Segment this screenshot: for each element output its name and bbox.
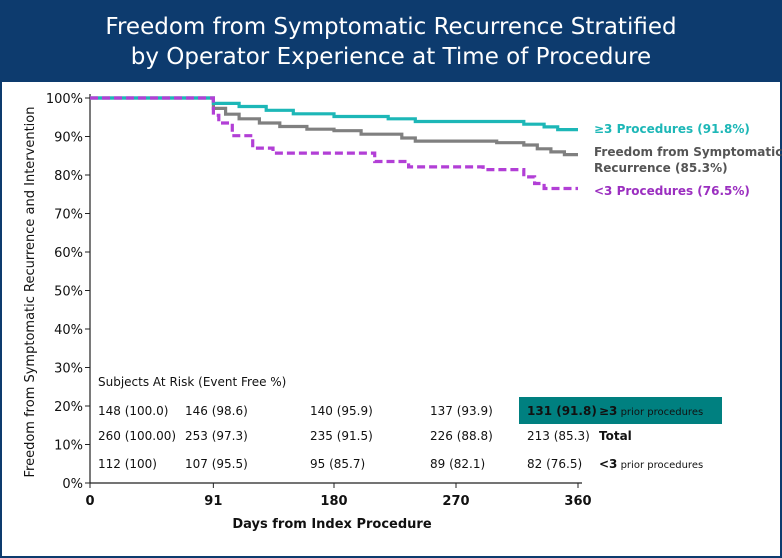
y-tick-label: 80% bbox=[54, 169, 83, 184]
y-tick-label: 10% bbox=[54, 439, 83, 454]
y-tick-label: 30% bbox=[54, 362, 83, 377]
risk-table-heading: Subjects At Risk (Event Free %) bbox=[98, 375, 286, 389]
series-end-label: ≥3 Procedures (91.8%) bbox=[594, 122, 750, 136]
y-tick-label: 40% bbox=[54, 323, 83, 338]
y-tick-label: 100% bbox=[46, 92, 83, 107]
risk-row-label-main: ≥3 bbox=[599, 404, 617, 418]
x-tick-label: 91 bbox=[204, 494, 222, 509]
series-end-label-line: Recurrence (85.3%) bbox=[594, 161, 728, 175]
y-tick-label: 60% bbox=[54, 246, 83, 261]
risk-row-highlight bbox=[519, 397, 722, 424]
risk-cell: 253 (97.3) bbox=[185, 429, 248, 443]
series-line-2 bbox=[90, 96, 578, 191]
risk-row-label: Total bbox=[599, 429, 632, 443]
risk-cell: 89 (82.1) bbox=[430, 457, 485, 471]
series-end-label-line: Freedom from Symptomatic bbox=[594, 145, 782, 159]
series-line-1 bbox=[90, 96, 578, 157]
risk-row-label-suffix: prior procedures bbox=[617, 407, 703, 418]
risk-cell: 260 (100.00) bbox=[98, 429, 176, 443]
risk-row-label-main: Total bbox=[599, 429, 632, 443]
risk-cell: 107 (95.5) bbox=[185, 457, 248, 471]
x-axis-label: Days from Index Procedure bbox=[232, 517, 431, 532]
series-end-label: <3 Procedures (76.5%) bbox=[594, 184, 750, 198]
risk-row-label-main: <3 bbox=[599, 457, 617, 471]
y-tick-label: 0% bbox=[62, 477, 83, 492]
chart-title-line-2: by Operator Experience at Time of Proced… bbox=[130, 44, 652, 70]
series-end-label-line: <3 Procedures (76.5%) bbox=[594, 184, 750, 198]
series-end-label: Freedom from Symptomatic Recurrence (85.3… bbox=[594, 145, 782, 175]
x-tick-label: 180 bbox=[320, 494, 347, 509]
risk-cell: 140 (95.9) bbox=[310, 404, 373, 418]
y-tick-label: 90% bbox=[54, 131, 83, 146]
series-labels-layer: ≥3 Procedures (91.8%) Freedom from Sympto… bbox=[594, 122, 782, 198]
risk-cell: 131 (91.8) bbox=[527, 404, 597, 418]
series-end-label-line: ≥3 Procedures (91.8%) bbox=[594, 122, 750, 136]
risk-cell: 82 (76.5) bbox=[527, 457, 582, 471]
risk-table-layer: Subjects At Risk (Event Free %) 148 (100.… bbox=[98, 375, 722, 471]
risk-row-label-suffix: prior procedures bbox=[617, 460, 703, 471]
title-bar: Freedom from Symptomatic Recurrence Stra… bbox=[2, 2, 780, 82]
y-tick-label: 70% bbox=[54, 208, 83, 223]
series-line-0 bbox=[90, 96, 578, 132]
y-axis-label: Freedom from Symptomatic Recurrence and … bbox=[23, 107, 38, 478]
x-tick-label: 0 bbox=[85, 494, 94, 509]
x-tick-label: 360 bbox=[564, 494, 591, 509]
risk-cell: 235 (91.5) bbox=[310, 429, 373, 443]
y-tick-label: 20% bbox=[54, 400, 83, 415]
risk-cell: 137 (93.9) bbox=[430, 404, 493, 418]
risk-row-label: <3 prior procedures bbox=[599, 457, 703, 471]
risk-cell: 213 (85.3) bbox=[527, 429, 590, 443]
risk-cell: 226 (88.8) bbox=[430, 429, 493, 443]
series-layer bbox=[90, 96, 578, 191]
axes-layer: 0% 10% 20% 30% 40% 50% 60% 70% 80% 90% 100% 0 91 180 2… bbox=[46, 92, 592, 509]
risk-cell: 112 (100) bbox=[98, 457, 157, 471]
risk-cell: 95 (85.7) bbox=[310, 457, 365, 471]
risk-cell: 146 (98.6) bbox=[185, 404, 248, 418]
x-tick-label: 270 bbox=[442, 494, 469, 509]
chart-title-line-1: Freedom from Symptomatic Recurrence Stra… bbox=[105, 14, 677, 40]
y-tick-label: 50% bbox=[54, 285, 83, 300]
risk-cell: 148 (100.0) bbox=[98, 404, 168, 418]
risk-row-label: ≥3 prior procedures bbox=[599, 404, 703, 418]
